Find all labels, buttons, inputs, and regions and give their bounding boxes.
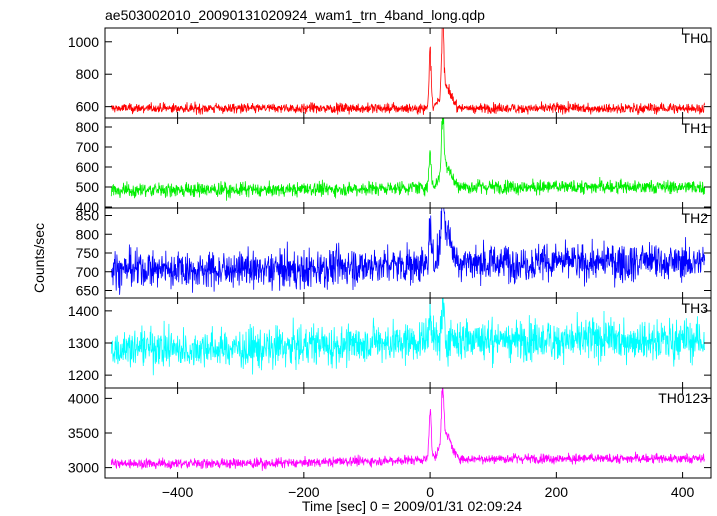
- y-tick-label: 650: [76, 283, 100, 299]
- x-tick-label: 200: [545, 484, 569, 500]
- y-tick-label: 1000: [68, 34, 99, 50]
- series-line-th3: [110, 298, 706, 376]
- y-tick-label: 1300: [68, 335, 99, 351]
- y-tick-label: 850: [76, 208, 100, 224]
- y-tick-label: 3000: [68, 460, 99, 476]
- panel-label-th0123: TH0123: [658, 390, 708, 406]
- y-tick-label: 3500: [68, 425, 99, 441]
- y-tick-label: 400: [76, 199, 100, 215]
- panel-label-th2: TH2: [682, 210, 709, 226]
- y-tick-label: 4000: [68, 390, 99, 406]
- series-line-th1: [110, 118, 706, 201]
- x-tick-label: 400: [671, 484, 695, 500]
- x-tick-label: −200: [288, 484, 320, 500]
- series-line-th0123: [110, 388, 705, 471]
- series-line-th2: [110, 208, 706, 295]
- y-tick-label: 500: [76, 179, 100, 195]
- y-tick-label: 700: [76, 264, 100, 280]
- series-line-th0: [111, 28, 706, 115]
- y-tick-label: 1400: [68, 303, 99, 319]
- y-tick-label: 600: [76, 159, 100, 175]
- panel-frame-th0123: [104, 387, 712, 479]
- y-tick-label: 600: [76, 99, 100, 115]
- panel-label-th1: TH1: [682, 120, 709, 136]
- y-tick-label: 800: [76, 66, 100, 82]
- x-axis-label: Time [sec] 0 = 2009/01/31 02:09:24: [302, 498, 522, 514]
- panel-label-th0: TH0: [682, 30, 709, 46]
- y-tick-label: 800: [76, 119, 100, 135]
- y-axis-label: Counts/sec: [31, 223, 47, 293]
- y-tick-label: 700: [76, 139, 100, 155]
- x-tick-label: 0: [426, 484, 434, 500]
- x-tick-label: −400: [162, 484, 194, 500]
- chart-title: ae503002010_20090131020924_wam1_trn_4ban…: [105, 7, 485, 23]
- y-tick-label: 1200: [68, 367, 99, 383]
- panels-group: 600 800 1000 TH0 400 500 600 700 800 TH1 650 700 750…: [68, 27, 712, 500]
- panel-label-th3: TH3: [682, 300, 709, 316]
- y-tick-label: 800: [76, 226, 100, 242]
- y-tick-label: 750: [76, 245, 100, 261]
